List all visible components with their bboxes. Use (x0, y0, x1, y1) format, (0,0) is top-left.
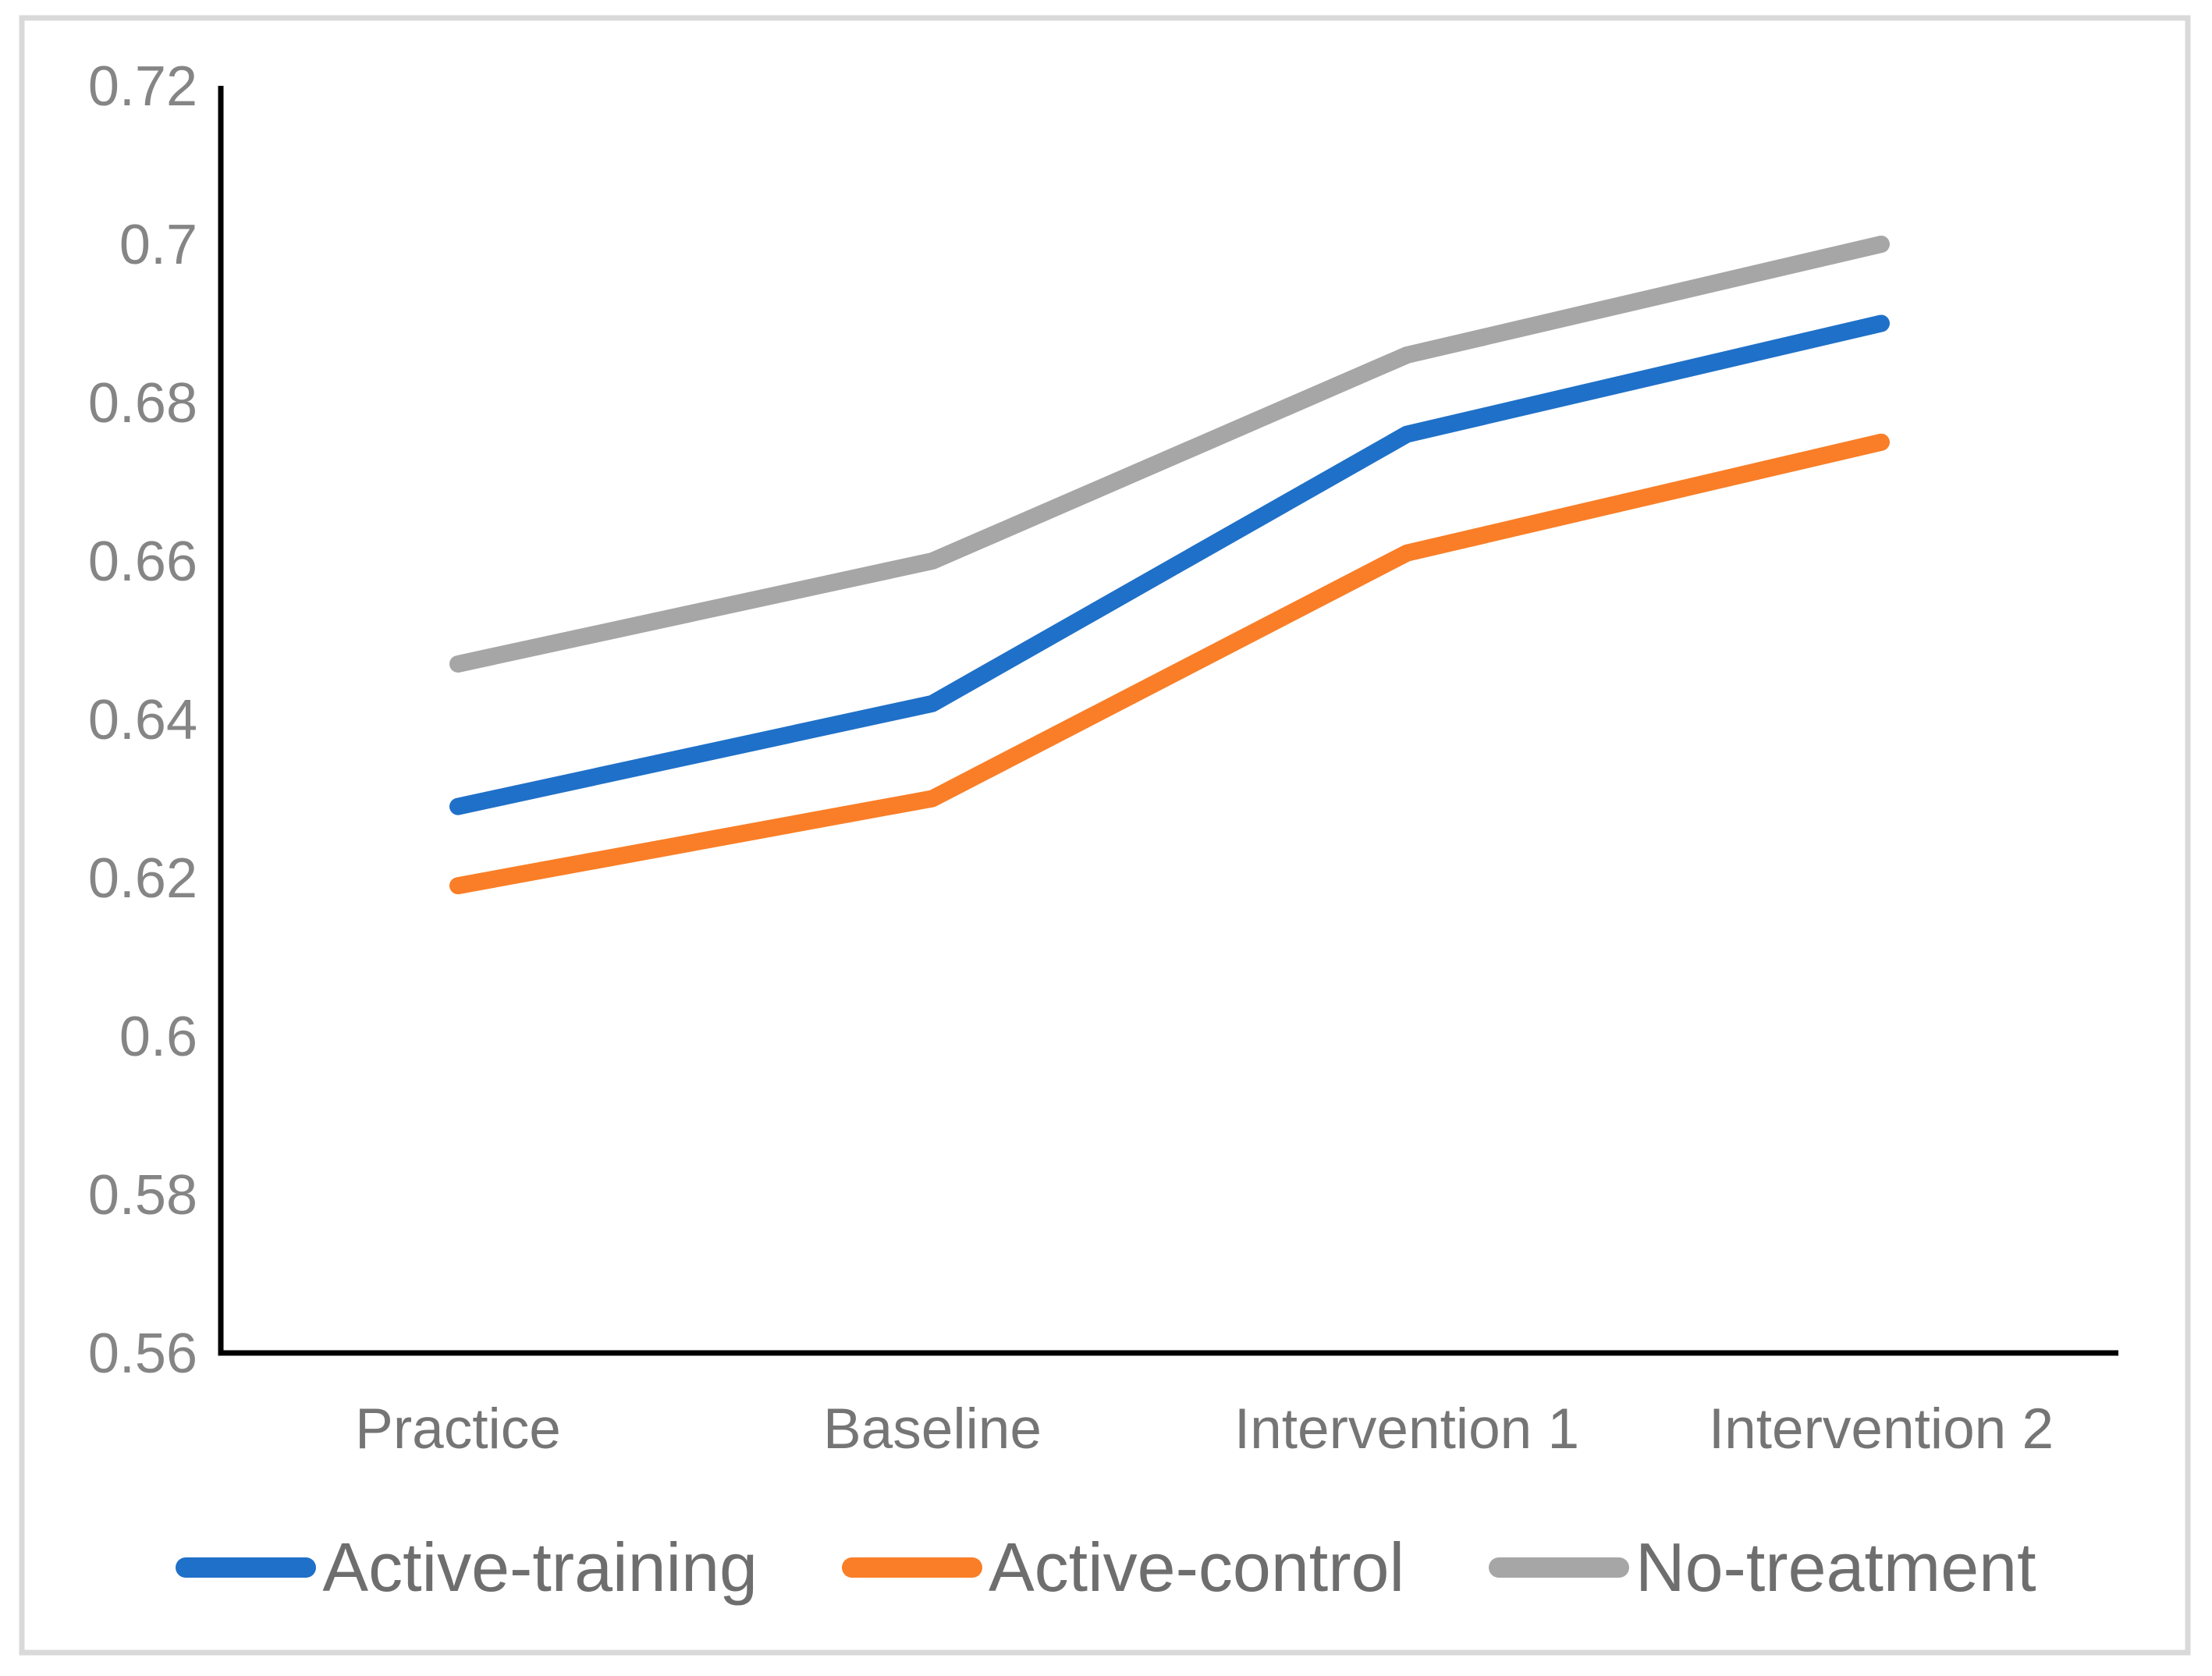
legend-label: No-treatment (1635, 1529, 2036, 1606)
series-line-active-control (449, 433, 1890, 895)
legend-label: Active-control (988, 1529, 1405, 1606)
x-axis-category-labels: Practice Baseline Intervention 1 Interventi… (355, 1397, 2054, 1461)
y-tick-label: 0.58 (88, 1164, 197, 1227)
series-line-no-treatment (449, 236, 1890, 673)
x-category-label: Baseline (823, 1397, 1042, 1461)
legend-marker-line (1489, 1557, 1630, 1578)
x-category-label: Intervention 1 (1234, 1397, 1579, 1461)
legend-item-active-control: Active-control (841, 1528, 1405, 1607)
y-axis-tick-labels: 0.72 0.7 0.68 0.66 0.64 0.62 0.6 0.58 0.56 (88, 55, 197, 1385)
legend-label: Active-training (322, 1529, 758, 1606)
y-tick-label: 0.56 (88, 1323, 197, 1385)
legend-item-no-treatment: No-treatment (1489, 1528, 2036, 1607)
legend: Active-training Active-control No-treatm… (0, 1528, 2212, 1607)
y-tick-label: 0.64 (88, 689, 197, 751)
y-tick-label: 0.72 (88, 55, 197, 118)
legend-item-active-training: Active-training (176, 1528, 758, 1607)
y-tick-label: 0.7 (119, 214, 197, 276)
axis-lines (218, 86, 2118, 1356)
figure-border (19, 15, 2191, 1656)
series-lines (449, 236, 1890, 895)
y-tick-label: 0.62 (88, 847, 197, 910)
legend-marker-line (176, 1557, 317, 1578)
y-tick-label: 0.68 (88, 372, 197, 435)
y-tick-label: 0.6 (119, 1006, 197, 1068)
y-tick-label: 0.66 (88, 531, 197, 593)
x-category-label: Intervention 2 (1709, 1397, 2054, 1461)
series-line-active-training (449, 314, 1890, 815)
legend-marker-line (841, 1557, 982, 1578)
x-category-label: Practice (355, 1397, 561, 1461)
